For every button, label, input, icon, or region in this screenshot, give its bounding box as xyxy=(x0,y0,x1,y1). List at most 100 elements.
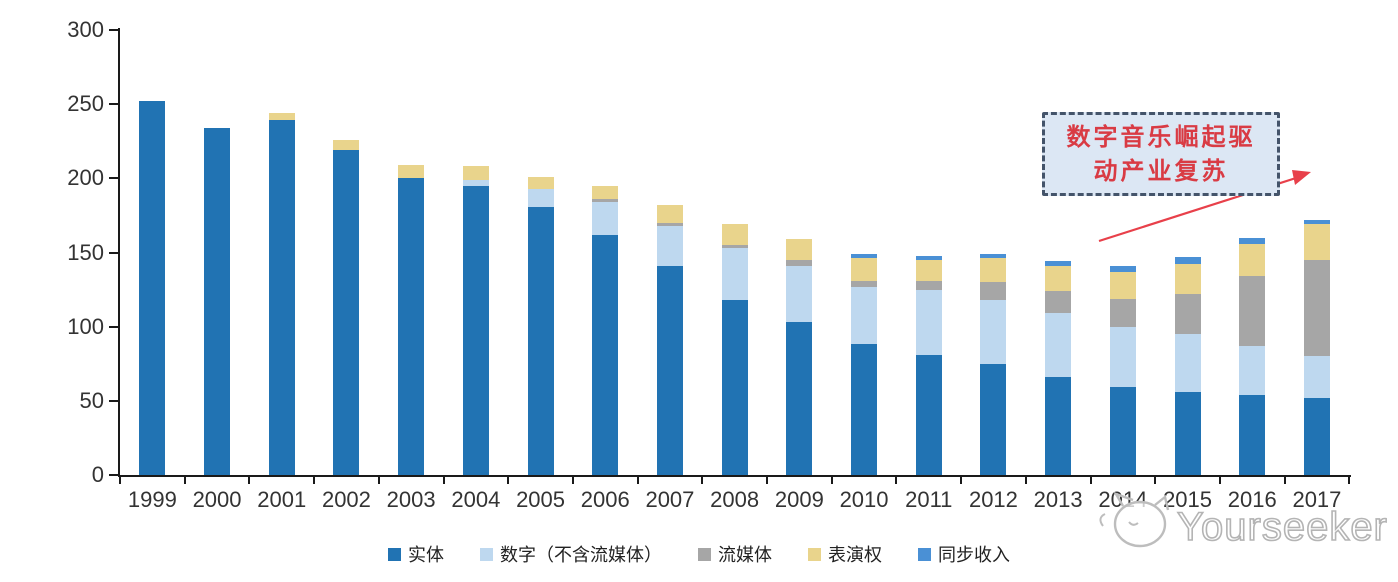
bar-segment xyxy=(1045,377,1072,475)
x-axis-label: 2009 xyxy=(774,487,824,512)
y-tick-mark xyxy=(109,103,118,106)
stacked-bar-2013 xyxy=(1045,261,1072,475)
x-axis-label: 2005 xyxy=(516,487,566,512)
x-tick-mark xyxy=(960,477,963,484)
bar-segment xyxy=(980,258,1007,283)
bar-segment xyxy=(915,354,942,475)
bar-segment xyxy=(592,199,619,203)
x-axis-label: 2015 xyxy=(1163,487,1213,512)
bar-segment xyxy=(204,127,231,475)
x-axis-label: 2011 xyxy=(905,487,953,512)
legend-label: 表演权 xyxy=(828,545,882,566)
bar-segment xyxy=(1303,224,1330,260)
y-tick-mark xyxy=(109,177,118,180)
x-axis-label: 2010 xyxy=(839,487,889,512)
bar-segment xyxy=(721,224,748,246)
bar-segment xyxy=(592,202,619,235)
x-tick-mark xyxy=(636,477,639,484)
bar-segment xyxy=(333,139,360,151)
x-axis-label: 1999 xyxy=(127,487,177,512)
x-tick-mark xyxy=(313,477,316,484)
annotation-callout: 数字音乐崛起驱 动产业复苏 xyxy=(1042,112,1280,196)
x-tick-mark xyxy=(1154,477,1157,484)
x-axis-label: 2001 xyxy=(257,487,307,512)
yourseeker-watermark: Yourseeker xyxy=(1099,492,1388,550)
bar-segment xyxy=(1174,391,1201,475)
y-tick-label: 50 xyxy=(79,387,104,413)
x-axis-label: 2003 xyxy=(386,487,436,512)
bar-segment xyxy=(656,205,683,223)
legend-swatch xyxy=(918,547,931,561)
legend-item: 同步收入 xyxy=(918,541,1010,567)
stacked-bar-2007 xyxy=(656,205,683,475)
stacked-bar-2017 xyxy=(1303,219,1330,475)
bar-segment xyxy=(786,239,813,260)
x-tick-mark xyxy=(1283,477,1286,484)
legend-item: 表演权 xyxy=(808,541,882,567)
stacked-bar-2009 xyxy=(786,239,813,475)
stacked-bar-2004 xyxy=(462,166,489,475)
bar-segment xyxy=(656,265,683,475)
y-tick-label: 200 xyxy=(67,165,104,191)
bar-segment xyxy=(1174,264,1201,295)
bar-segment xyxy=(851,258,878,281)
bar-segment xyxy=(1045,313,1072,378)
bar-segment xyxy=(1303,397,1330,475)
bar-segment xyxy=(1109,298,1136,327)
bar-segment xyxy=(268,113,295,121)
legend-swatch xyxy=(698,547,711,561)
x-axis-label: 2004 xyxy=(451,487,501,512)
bar-segment xyxy=(721,245,748,249)
legend-swatch xyxy=(808,547,821,561)
bar-segment xyxy=(1109,271,1136,299)
bar-segment xyxy=(1239,394,1266,475)
bar-segment xyxy=(1045,261,1072,266)
x-tick-mark xyxy=(1218,477,1221,484)
bar-segment xyxy=(527,188,554,207)
bar-segment xyxy=(398,165,425,179)
x-tick-mark xyxy=(1089,477,1092,484)
x-tick-mark xyxy=(701,477,704,484)
y-tick-label: 250 xyxy=(67,91,104,117)
legend-label: 数字（不含流媒体） xyxy=(500,545,662,566)
stacked-bar-2006 xyxy=(592,185,619,475)
bar-segment xyxy=(851,286,878,345)
x-tick-mark xyxy=(248,477,251,484)
x-tick-mark xyxy=(895,477,898,484)
bar-segment xyxy=(1174,294,1201,335)
stacked-bar-2011 xyxy=(915,255,942,475)
x-axis-label: 2017 xyxy=(1292,487,1342,512)
stacked-bar-2015 xyxy=(1174,256,1201,475)
x-axis-label: 2000 xyxy=(192,487,242,512)
bar-segment xyxy=(1239,276,1266,346)
bar-segment xyxy=(139,101,166,475)
y-tick-label: 150 xyxy=(67,239,104,265)
x-tick-mark xyxy=(1348,477,1351,484)
x-tick-mark xyxy=(766,477,768,484)
bar-segment xyxy=(1239,243,1266,277)
stacked-bar-2005 xyxy=(527,176,554,475)
stacked-bar-2016 xyxy=(1239,237,1266,475)
bar-segment xyxy=(462,185,489,475)
y-tick-mark xyxy=(109,29,118,31)
legend-label: 同步收入 xyxy=(938,545,1010,566)
stacked-bar-2000 xyxy=(204,127,231,475)
bar-segment xyxy=(851,280,878,287)
bar-segment xyxy=(1239,345,1266,395)
bar-segment xyxy=(462,166,489,180)
y-tick-mark xyxy=(109,325,118,328)
bar-segment xyxy=(462,179,489,186)
x-axis-label: 2008 xyxy=(710,487,760,512)
watermark-text: Yourseeker xyxy=(1177,505,1388,549)
bar-segment xyxy=(1303,219,1330,225)
x-axis-label: 2016 xyxy=(1227,487,1277,512)
bar-segment xyxy=(851,254,878,259)
legend-label: 实体 xyxy=(408,545,444,566)
bar-segment xyxy=(527,206,554,475)
stacked-bar-2010 xyxy=(851,254,878,475)
x-tick-mark xyxy=(442,477,445,484)
x-axis-label: 2007 xyxy=(645,487,695,512)
bar-segment xyxy=(980,254,1007,259)
bar-segment xyxy=(1109,326,1136,388)
x-axis-label: 2002 xyxy=(321,487,371,512)
